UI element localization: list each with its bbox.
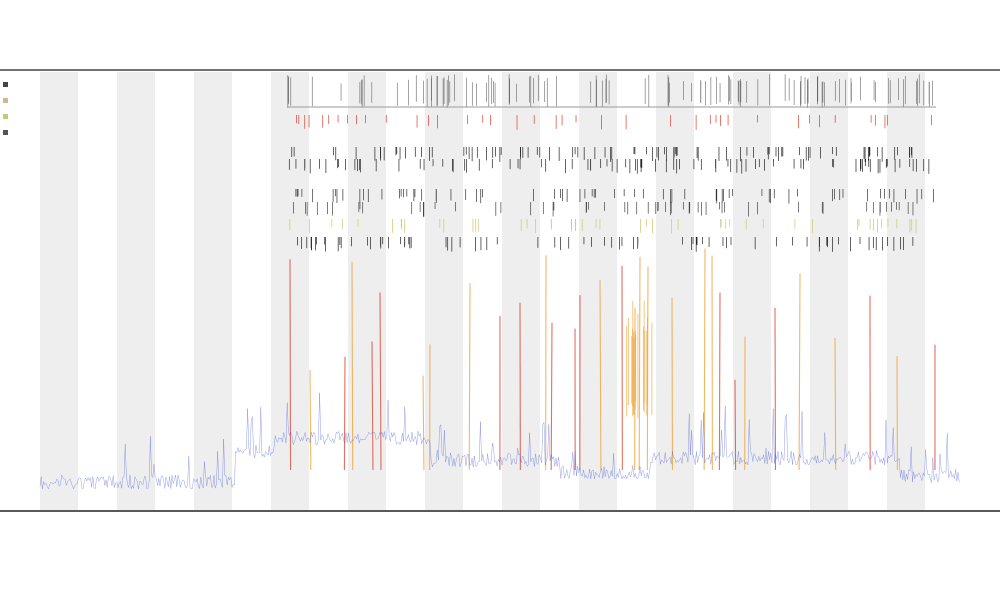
shaded-band bbox=[117, 72, 155, 510]
spike bbox=[289, 259, 292, 471]
shaded-bands bbox=[40, 72, 925, 510]
spike bbox=[638, 256, 641, 471]
legend bbox=[3, 82, 8, 135]
spike bbox=[379, 292, 382, 471]
series-path bbox=[39, 392, 960, 490]
shaded-band bbox=[733, 72, 771, 510]
spike bbox=[599, 279, 602, 471]
shaded-band bbox=[40, 72, 78, 510]
legend-swatch bbox=[3, 82, 8, 87]
spike bbox=[798, 273, 801, 471]
spike bbox=[371, 341, 374, 471]
legend-swatch bbox=[3, 130, 8, 135]
spike bbox=[468, 283, 471, 471]
spike bbox=[343, 356, 346, 471]
shaded-band bbox=[656, 72, 694, 510]
spike bbox=[309, 369, 312, 471]
shaded-band bbox=[425, 72, 463, 510]
spike bbox=[422, 375, 425, 471]
legend-swatch bbox=[3, 114, 8, 119]
shaded-band bbox=[194, 72, 232, 510]
shaded-band bbox=[810, 72, 848, 510]
upper-tick-lines bbox=[287, 74, 933, 108]
spike bbox=[834, 338, 837, 471]
shaded-band bbox=[348, 72, 386, 510]
spike bbox=[550, 322, 553, 471]
legend-swatch bbox=[3, 98, 8, 103]
spike bbox=[351, 261, 354, 471]
blue-trace bbox=[39, 392, 960, 490]
marker-rows bbox=[288, 115, 934, 252]
spike bbox=[734, 379, 737, 471]
shaded-band bbox=[579, 72, 617, 510]
spike bbox=[718, 292, 721, 471]
shaded-band bbox=[502, 72, 540, 510]
orange-spikes bbox=[289, 248, 936, 471]
